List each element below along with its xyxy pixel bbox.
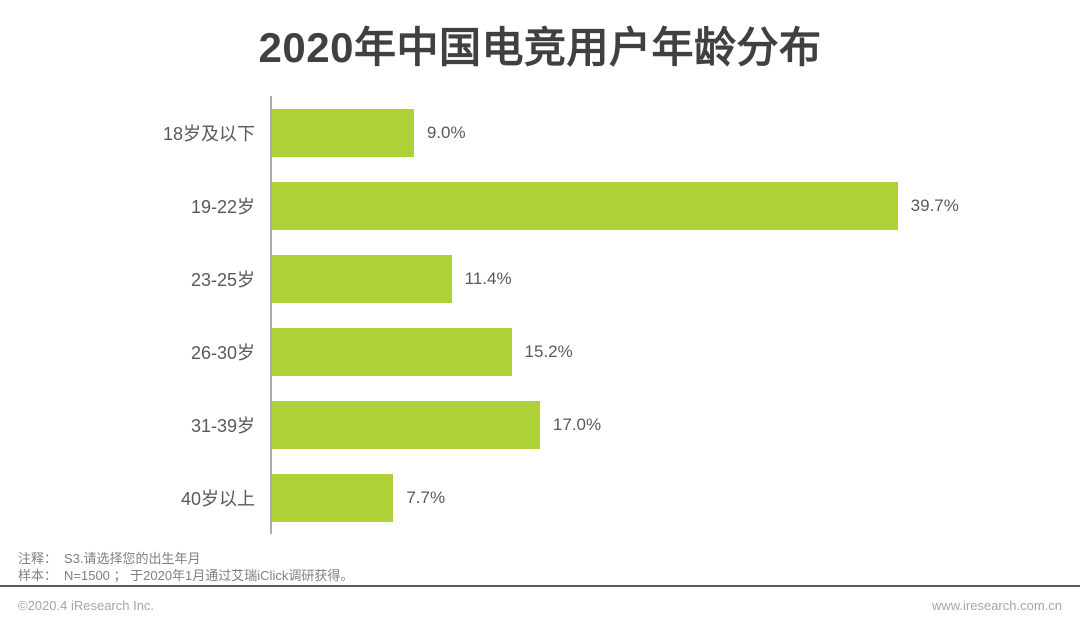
note-line: 样本： N=1500 ； 于2020年1月通过艾瑞iClick调研获得。 — [18, 567, 353, 584]
category-label: 18岁及以下 — [162, 123, 255, 144]
chart-title: 2020年中国电竞用户年龄分布 — [258, 24, 822, 71]
value-label: 9.0% — [426, 122, 466, 142]
category-label: 26-30岁 — [190, 342, 255, 363]
bar — [272, 108, 414, 157]
note-text: N=1500 ； 于2020年1月通过艾瑞iClick调研获得。 — [64, 568, 354, 583]
bar — [272, 181, 898, 230]
plot-area: 15.2% — [270, 315, 1060, 388]
notes: 注释： S3.请选择您的出生年月 样本： N=1500 ； 于2020年1月通过艾瑞i… — [18, 550, 353, 584]
value-label: 15.2% — [524, 341, 573, 361]
category-label: 19-22岁 — [190, 196, 255, 217]
plot-area: 9.0% — [270, 96, 1060, 169]
note-line: 注释： S3.请选择您的出生年月 — [18, 550, 353, 567]
value-label: 11.4% — [464, 268, 512, 288]
bar — [272, 327, 512, 376]
footer: ©2020.4 iResearch Inc. www.iresearch.com… — [18, 598, 1062, 613]
chart-row: 18岁及以下 9.0% — [20, 96, 1060, 169]
category-label: 31-39岁 — [190, 415, 255, 436]
bar — [272, 400, 540, 449]
note-text: S3.请选择您的出生年月 — [64, 551, 201, 566]
chart-row: 31-39岁 17.0% — [20, 388, 1060, 461]
category-label: 23-25岁 — [190, 269, 255, 290]
category-label: 40岁以上 — [180, 488, 255, 509]
note-label: 样本： — [18, 568, 58, 583]
bar — [272, 473, 394, 522]
separator-line — [0, 585, 1080, 587]
website-text: www.iresearch.com.cn — [931, 598, 1062, 613]
value-label: 7.7% — [406, 487, 446, 507]
note-label: 注释： — [18, 551, 58, 566]
chart-row: 23-25岁 11.4% — [20, 242, 1060, 315]
plot-area: 17.0% — [270, 388, 1060, 461]
plot-area: 7.7% — [270, 461, 1060, 534]
value-label: 39.7% — [910, 195, 959, 215]
chart-row: 40岁以上 7.7% — [20, 461, 1060, 534]
plot-area: 11.4% — [270, 242, 1060, 315]
bar-chart: 18岁及以下 9.0% 19-22岁 39.7% 23-25岁 11.4% 26-30岁 15… — [20, 96, 1060, 534]
bar — [272, 254, 452, 303]
value-label: 17.0% — [552, 414, 602, 434]
copyright-text: ©2020.4 iResearch Inc. — [18, 598, 155, 613]
chart-row: 19-22岁 39.7% — [20, 169, 1060, 242]
chart-row: 26-30岁 15.2% — [20, 315, 1060, 388]
plot-area: 39.7% — [270, 169, 1060, 242]
